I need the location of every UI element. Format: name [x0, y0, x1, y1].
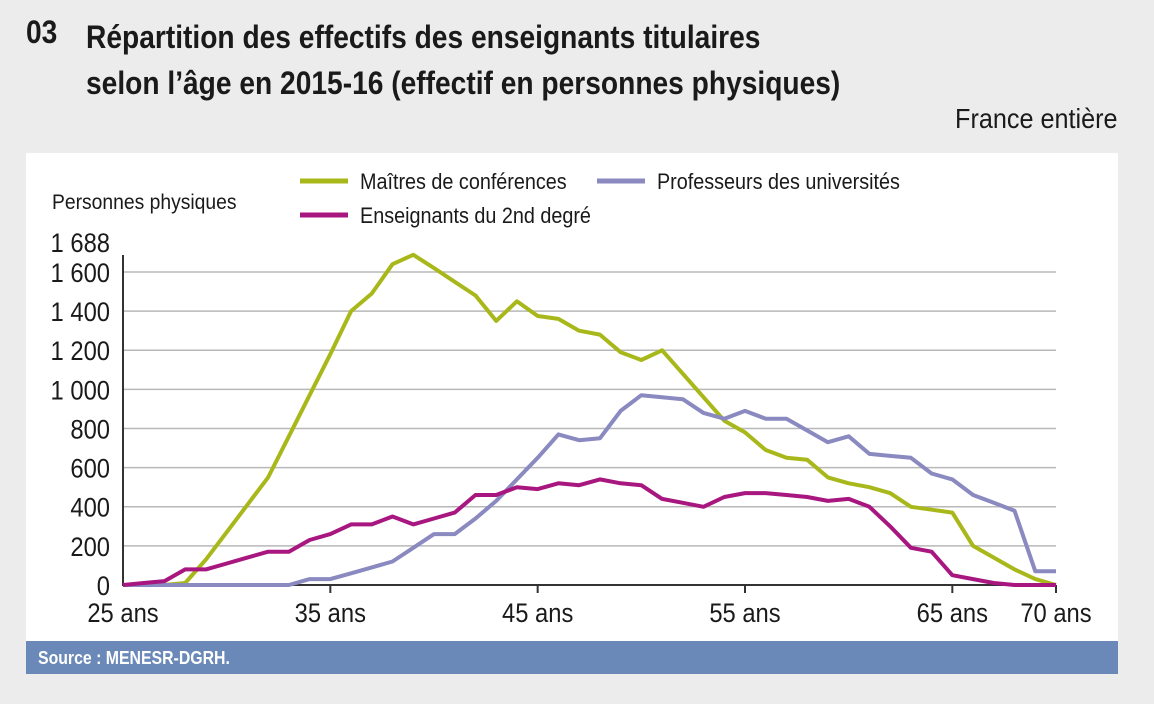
figure-number: 03 — [26, 14, 58, 50]
legend-label: Professeurs des universités — [657, 170, 900, 194]
series-line-enseignants-du-2nd-degre — [122, 477, 1056, 587]
y-tick-label: 1 200 — [51, 337, 110, 367]
x-tick-label: 35 ans — [295, 599, 366, 629]
y-axis-label: Personnes physiques — [52, 191, 237, 214]
chart-title: Répartition des effectifs des enseignant… — [86, 14, 840, 106]
y-tick-label: 1 688 — [51, 229, 110, 259]
title-line-1: Répartition des effectifs des enseignant… — [86, 19, 761, 55]
title-line-2: selon l’âge en 2015-16 (effectif en pers… — [86, 65, 841, 101]
y-tick-label: 1 600 — [51, 259, 110, 289]
y-tick-label: 1 400 — [51, 298, 110, 328]
source-text: Source : MENESR-DGRH. — [38, 648, 230, 668]
y-tick-label: 600 — [70, 454, 110, 484]
y-tick-label: 200 — [70, 533, 110, 563]
series-line-professeurs-des-universites — [123, 393, 1056, 587]
y-tick-label: 800 — [70, 415, 110, 445]
y-tick-label: 0 — [97, 572, 110, 602]
legend-label: Enseignants du 2nd degré — [360, 204, 591, 228]
x-tick-label: 65 ans — [917, 599, 988, 629]
series-line-maitres-de-conferences — [123, 252, 1057, 587]
x-tick-label: 45 ans — [502, 599, 573, 629]
y-tick-label: 1 000 — [51, 376, 110, 406]
chart-subtitle: France entière — [955, 103, 1118, 134]
x-tick-label: 25 ans — [87, 599, 158, 629]
source-bar: Source : MENESR-DGRH. — [26, 641, 1118, 674]
legend-label: Maîtres de conférences — [360, 170, 567, 194]
x-tick-label: 70 ans — [1020, 599, 1091, 629]
x-tick-label: 55 ans — [709, 599, 780, 629]
y-tick-label: 400 — [70, 493, 110, 523]
